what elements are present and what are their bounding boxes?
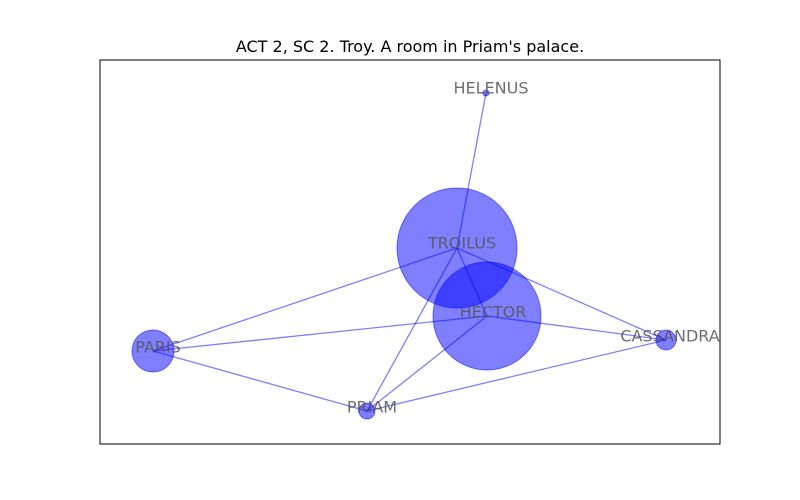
node-cassandra <box>655 329 677 351</box>
node-label-cassandra: CASSANDRA <box>620 327 719 346</box>
edge-paris-priam <box>152 350 368 412</box>
node-paris <box>131 329 175 373</box>
node-label-paris: PARIS <box>135 338 181 357</box>
plot-frame <box>99 59 721 445</box>
labels-layer: TROILUS HECTOR PARIS CASSANDRA PRIAM HELENUS <box>135 79 720 417</box>
plot-title: ACT 2, SC 2. Troy. A room in Priam's pal… <box>236 37 584 56</box>
node-label-troilus: TROILUS <box>427 234 496 253</box>
node-label-hector: HECTOR <box>460 303 527 322</box>
node-hector <box>432 261 542 371</box>
edge-priam-cassandra <box>366 339 667 412</box>
edge-hector-paris <box>152 315 488 352</box>
node-helenus <box>482 89 490 97</box>
node-label-priam: PRIAM <box>347 398 397 417</box>
nodes-layer <box>131 89 677 420</box>
node-priam <box>358 402 376 420</box>
node-label-helenus: HELENUS <box>454 79 529 98</box>
